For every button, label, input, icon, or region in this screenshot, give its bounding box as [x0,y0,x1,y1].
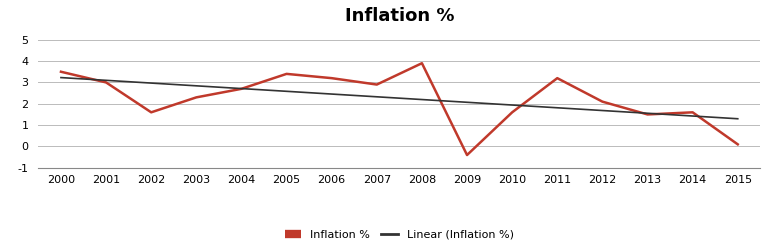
Title: Inflation %: Inflation % [345,7,454,25]
Legend: Inflation %, Linear (Inflation %): Inflation %, Linear (Inflation %) [280,225,518,242]
